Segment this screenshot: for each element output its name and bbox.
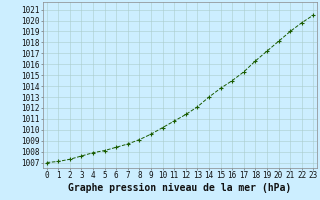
X-axis label: Graphe pression niveau de la mer (hPa): Graphe pression niveau de la mer (hPa) (68, 183, 292, 193)
